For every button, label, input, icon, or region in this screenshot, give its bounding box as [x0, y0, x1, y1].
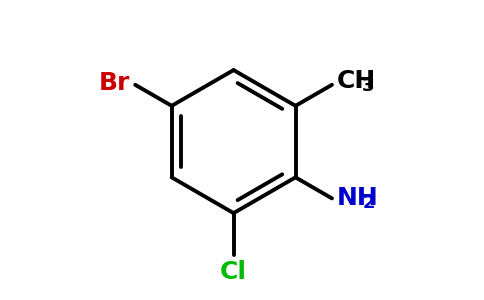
Text: Cl: Cl: [220, 260, 247, 284]
Text: Br: Br: [99, 71, 130, 95]
Text: 3: 3: [362, 77, 375, 95]
Text: 2: 2: [362, 194, 375, 212]
Text: CH: CH: [337, 69, 376, 93]
Text: NH: NH: [337, 186, 379, 210]
